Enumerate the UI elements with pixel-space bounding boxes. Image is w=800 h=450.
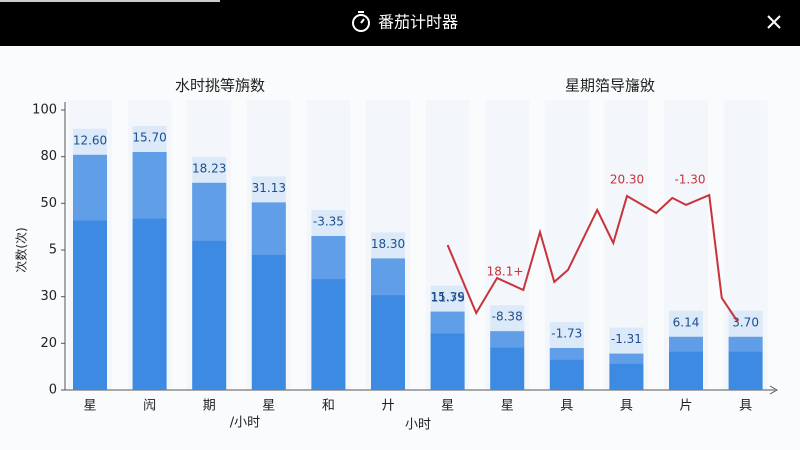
- y-tick-label: 0: [49, 383, 57, 398]
- bar-text: 15.39: [430, 290, 464, 304]
- x-tick-label: 期: [203, 399, 216, 414]
- bar: [132, 152, 167, 390]
- x-tick-label: 星: [441, 399, 454, 414]
- x-tick-label: 星: [501, 399, 514, 414]
- bar: [728, 336, 763, 390]
- bar-highlight: [371, 258, 405, 296]
- y-tick-label: 80: [40, 149, 57, 164]
- bar: [609, 353, 644, 390]
- close-button[interactable]: [767, 15, 781, 29]
- bar: [73, 154, 107, 390]
- x-tick-label: 具: [739, 399, 752, 414]
- timer-icon: [352, 11, 370, 32]
- annotation: -1.30: [674, 173, 705, 187]
- bar-highlight: [609, 353, 644, 364]
- bar-text: -1.31: [611, 332, 642, 346]
- bar: [251, 202, 286, 390]
- x-tick-label: 闶: [143, 399, 156, 414]
- bar: [430, 311, 465, 390]
- x-tick-label: 星: [262, 399, 275, 414]
- x-axis-label: 小时: [405, 418, 431, 433]
- y-tick-label: 5: [49, 243, 57, 258]
- bar-highlight: [430, 311, 465, 334]
- annotation: 18.1+: [487, 265, 524, 279]
- bar: [311, 236, 346, 390]
- annotation: 20.30: [610, 173, 644, 187]
- bar-highlight: [669, 336, 703, 352]
- bar-highlight: [132, 152, 167, 219]
- top-line: [0, 0, 220, 2]
- x-tick-label: 廾: [381, 399, 394, 414]
- bar-text: 15.70: [132, 131, 166, 145]
- x-tick-label: 星: [83, 399, 96, 414]
- y-tick-label: 50: [40, 196, 57, 211]
- x-tick-label: 具: [620, 399, 633, 414]
- x-tick-label: 具: [560, 399, 573, 414]
- bar-highlight: [728, 336, 763, 352]
- bar-text: 18.30: [371, 237, 405, 251]
- bar: [549, 348, 584, 390]
- chart-title: 星期箔导旛敓: [565, 77, 655, 95]
- bar-highlight: [490, 331, 525, 348]
- bar: [490, 331, 525, 390]
- bar-text: 3.70: [732, 315, 759, 329]
- bar-highlight: [73, 154, 107, 221]
- bar-text: -8.38: [492, 310, 523, 324]
- chart-title: 水时挑等旃数: [175, 77, 265, 95]
- x-axis-label: /小时: [230, 416, 260, 431]
- plot: 0 20 30 5 50 80 100 星 12.60 闶 15.70 期 18.23 星 31.13 和 -3…: [32, 100, 779, 414]
- bar-text: 6.14: [673, 315, 700, 329]
- x-tick-label: 和: [322, 399, 335, 414]
- bar-highlight: [192, 182, 227, 241]
- annotation: 11.75: [431, 291, 465, 305]
- bar-highlight: [549, 348, 584, 360]
- bar: [371, 258, 405, 390]
- bar: [669, 336, 703, 390]
- bar-text: 18.23: [192, 161, 226, 175]
- x-tick-label: 片: [679, 399, 692, 414]
- bar: [192, 182, 227, 390]
- title-bar: [0, 0, 800, 46]
- bar-highlight: [311, 236, 346, 280]
- y-tick-label: 30: [40, 289, 57, 304]
- y-tick-label: 100: [32, 103, 57, 118]
- x-axis-arrow: [769, 385, 779, 395]
- bar-highlight: [251, 202, 286, 255]
- bar-text: 12.60: [73, 133, 107, 147]
- bar-text: -1.73: [551, 327, 582, 341]
- app-title: 番茄计时器: [378, 13, 458, 32]
- y-axis-label: 次数(次): [14, 227, 29, 272]
- trend-line: [446, 193, 739, 323]
- y-tick-label: 20: [40, 336, 57, 351]
- bar-text: 31.13: [252, 181, 286, 195]
- bar-text: -3.35: [313, 215, 344, 229]
